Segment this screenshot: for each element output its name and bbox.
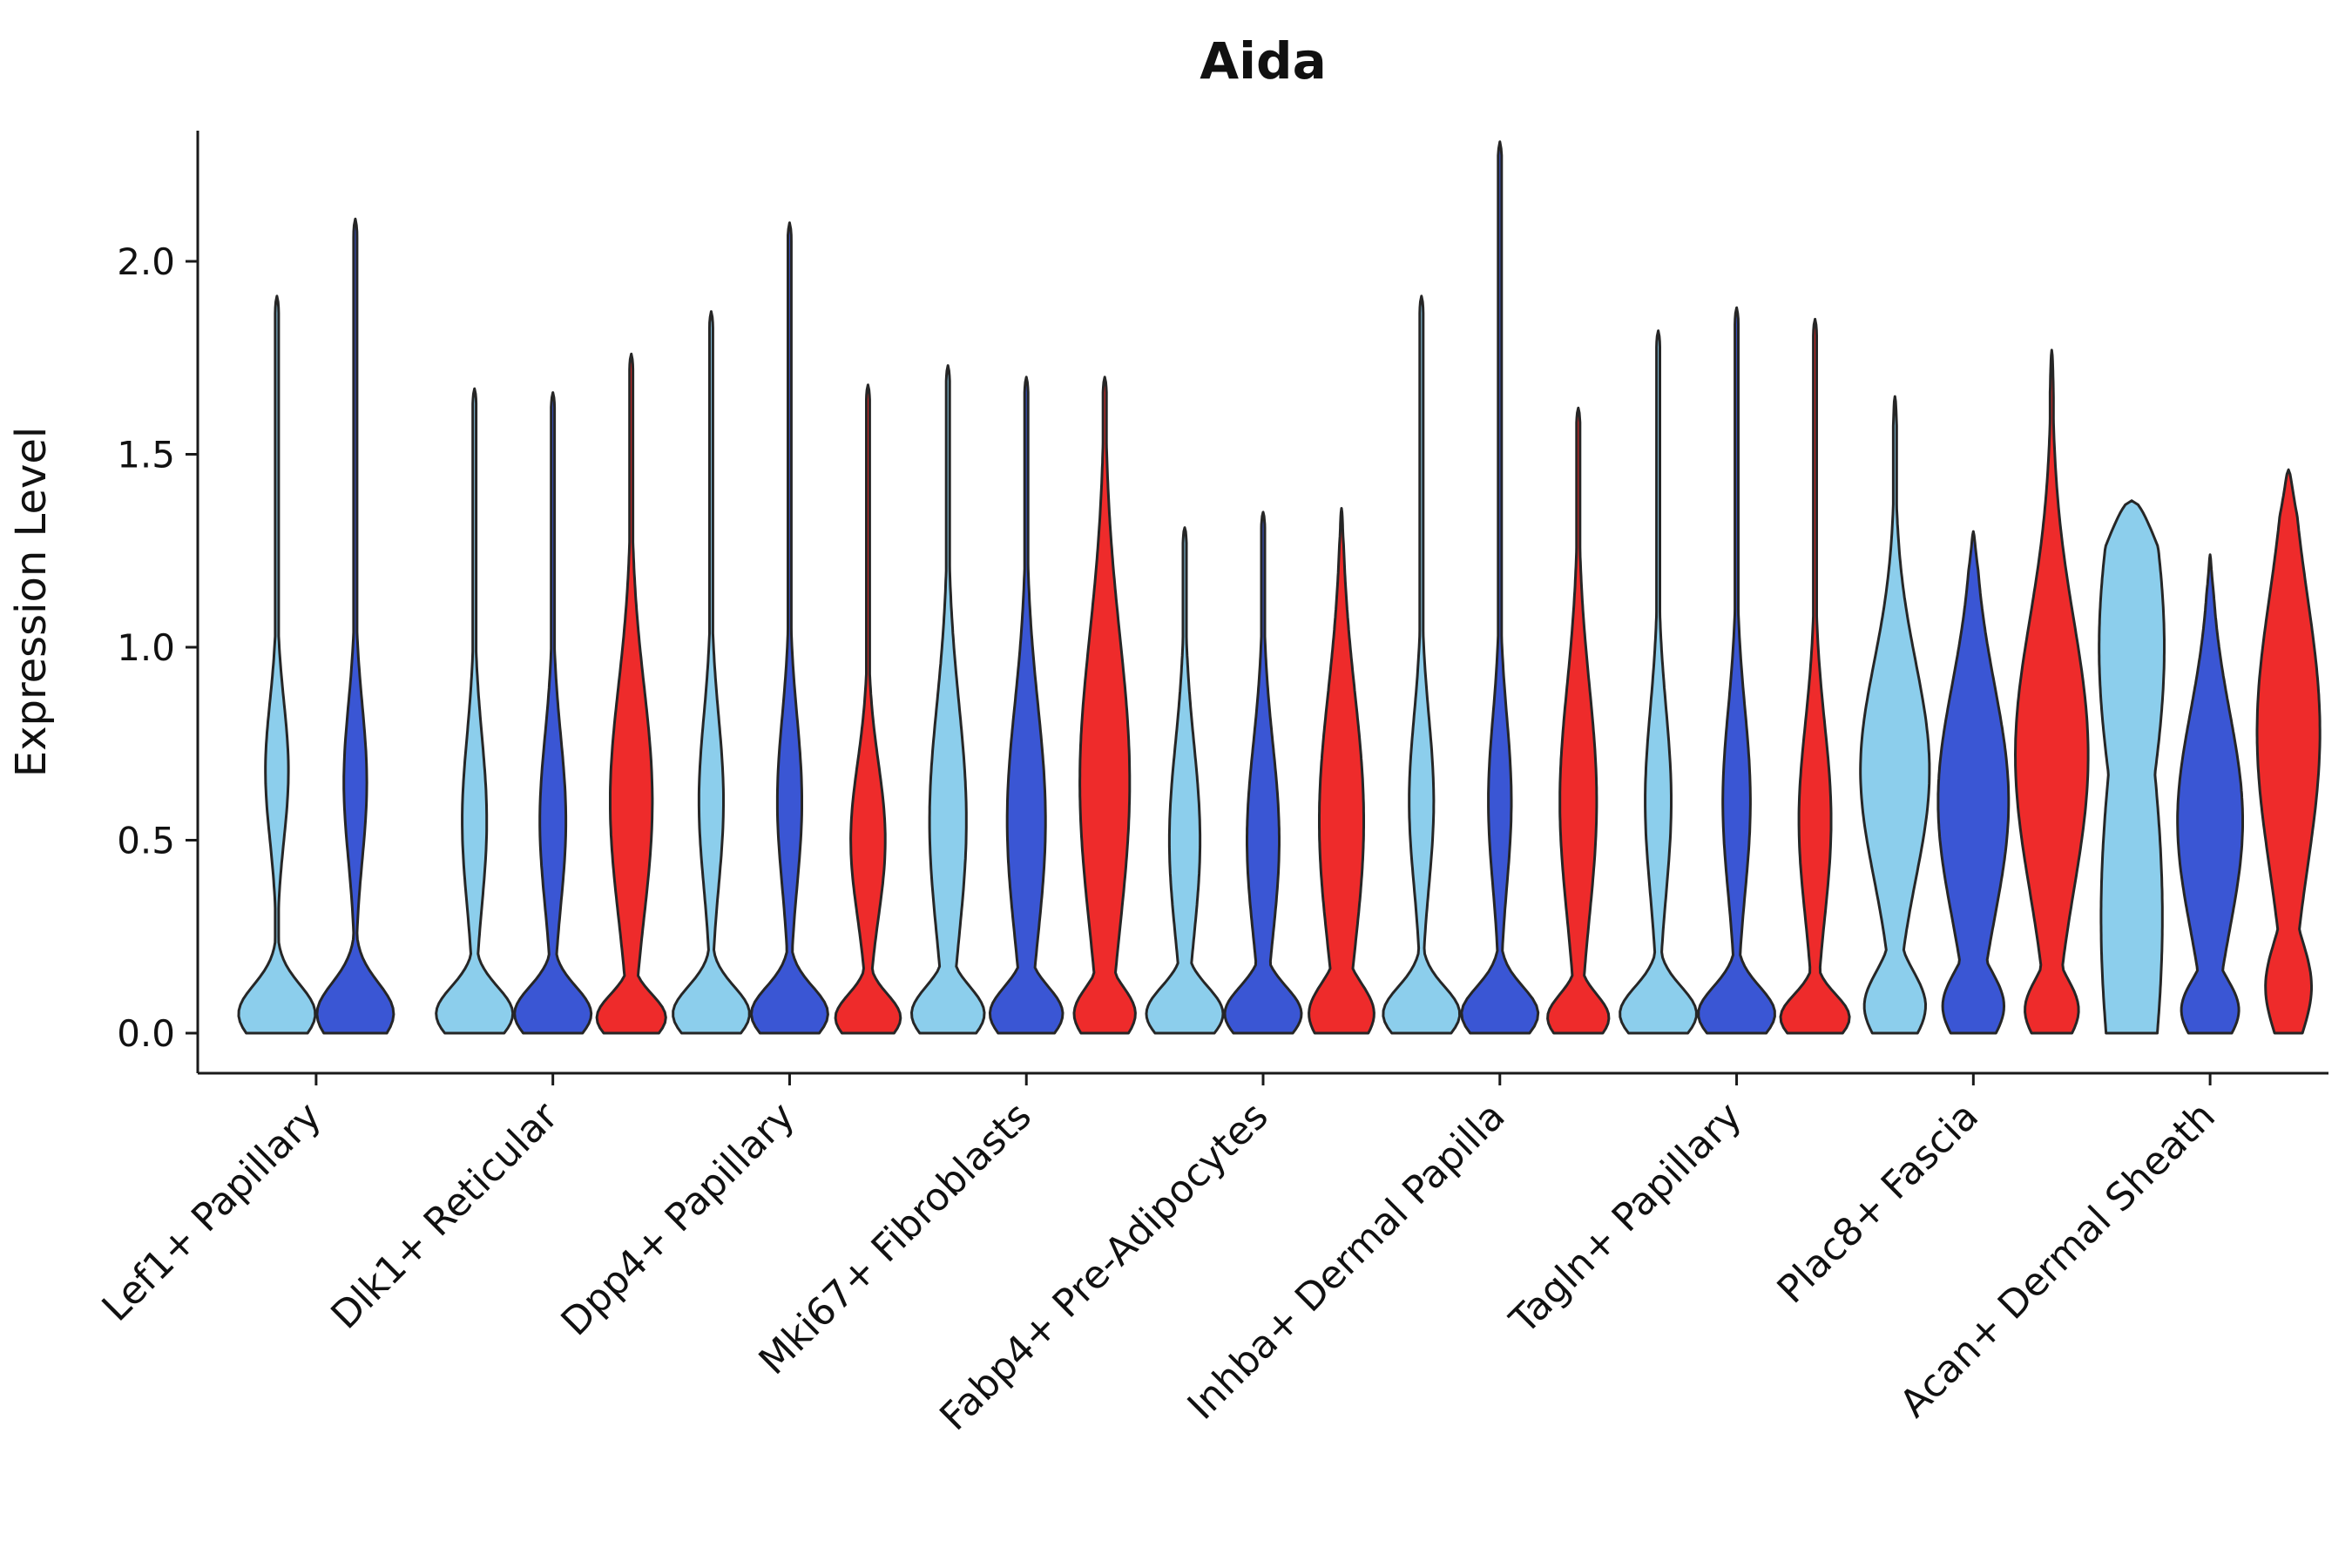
x-category-label: Mki67+ Fibroblasts [751,1094,1040,1383]
x-category-label: Lef1+ Papillary [94,1094,330,1330]
violin-red [2255,468,2322,1035]
violin-red [595,352,667,1035]
violin-light_blue [1619,329,1698,1035]
violin-blue [2176,553,2244,1035]
violin-red [834,383,902,1035]
violin-light_blue [1382,294,1462,1035]
violin-light_blue [237,294,317,1035]
violin-blue [1697,306,1776,1035]
violin-blue [1223,510,1303,1035]
y-tick-label: 0.5 [117,820,175,862]
y-tick-label: 0.0 [117,1012,175,1055]
violin-red [1546,406,1611,1035]
x-category-label: Plac8+ Fascia [1769,1094,1988,1313]
violin-blue [750,221,829,1035]
violin-red [1779,317,1851,1035]
chart-title: Aida [1200,31,1326,91]
violin-blue [315,217,395,1035]
violin-red [1072,375,1137,1035]
violins-layer [237,140,2322,1035]
violin-light_blue [1859,395,1931,1035]
y-tick-label: 1.0 [117,626,175,669]
violin-blue [513,391,593,1035]
y-axis-label: Expression Level [7,427,56,778]
violin-blue [1460,140,1540,1035]
violin-light_blue [1145,526,1225,1035]
violin-red [2014,348,2090,1035]
y-tick-label: 1.5 [117,434,175,476]
violin-light_blue [910,364,986,1035]
violin-light_blue [2098,499,2166,1035]
violin-blue [988,375,1064,1035]
y-tick-label: 2.0 [117,240,175,283]
x-category-label: Tagln+ Papillary [1501,1094,1750,1343]
violin-light_blue [435,387,515,1035]
x-category-label: Dpp4+ Papillary [553,1094,804,1345]
x-category-label: Dlk1+ Reticular [322,1093,567,1338]
violin-red [1308,507,1375,1035]
violin-light_blue [672,310,751,1035]
violin-blue [1936,530,2011,1035]
